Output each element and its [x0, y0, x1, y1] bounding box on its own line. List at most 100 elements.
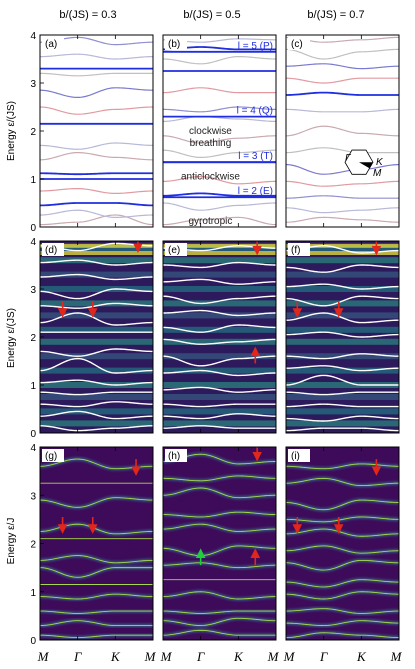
band-line — [286, 463, 399, 470]
band-line — [163, 216, 276, 226]
band-line — [163, 403, 276, 408]
row-axis-labels: Energy ε/(JS) Energy ε/(JS) Energy ε/J — [6, 101, 17, 564]
spectral-band — [286, 338, 399, 345]
band-line — [40, 391, 153, 396]
band-line — [286, 391, 399, 396]
band-line — [163, 562, 276, 569]
spectral-band — [163, 408, 276, 415]
spectral-band — [40, 394, 153, 400]
spectral-band — [40, 271, 153, 278]
band-line — [286, 207, 399, 214]
spectral-band — [286, 326, 399, 333]
panel-background — [40, 35, 153, 227]
panel-label-bg — [165, 449, 187, 462]
band-line — [286, 147, 399, 154]
spectral-band — [286, 394, 399, 400]
band-line — [286, 415, 399, 422]
band-line — [40, 259, 153, 266]
spectral-band — [163, 420, 276, 427]
spectral-band — [40, 257, 153, 264]
band-line — [40, 348, 153, 357]
band-line — [163, 545, 276, 557]
band-line — [40, 610, 153, 614]
spectral-band-bright — [163, 243, 276, 248]
y-tick-label: 2 — [30, 127, 36, 138]
band-line — [40, 187, 153, 195]
y-tick-label: 1 — [30, 381, 36, 392]
mode-label: breathing — [190, 138, 232, 149]
band-line — [286, 477, 399, 487]
y-tick-label: 0 — [30, 223, 36, 234]
spectral-band — [163, 286, 276, 292]
panel-label: (g) — [45, 451, 57, 462]
band-line — [163, 295, 276, 305]
band-line — [163, 591, 276, 600]
band-line — [40, 142, 153, 150]
band-line — [286, 365, 399, 372]
band-line — [163, 610, 276, 614]
band-line — [163, 338, 276, 345]
band-line — [286, 125, 399, 137]
band-line — [40, 172, 153, 176]
panel-label-bg — [42, 243, 64, 256]
band-line — [40, 288, 153, 300]
band-line — [163, 413, 276, 420]
band-line — [40, 620, 153, 626]
y-tick-label: 0 — [30, 636, 36, 647]
band-line — [286, 374, 399, 386]
band-line — [163, 149, 276, 159]
band-line — [286, 216, 399, 223]
panel-label-bg — [288, 37, 310, 50]
bz-path — [359, 162, 373, 169]
band-line — [40, 273, 153, 281]
panel-label: (b) — [168, 39, 180, 50]
band-line — [286, 579, 399, 588]
band-line — [40, 214, 153, 226]
column-title-3: b/(JS) = 0.7 — [307, 9, 364, 21]
band-line — [286, 620, 399, 626]
spectral-band — [163, 338, 276, 345]
bz-label: K — [376, 157, 384, 168]
y-tick-label: 3 — [30, 79, 36, 90]
spectral-band — [286, 245, 399, 252]
y-tick-label: 1 — [30, 588, 36, 599]
band-line — [286, 353, 399, 360]
panel-label-bg — [288, 449, 310, 462]
spectral-band — [163, 394, 276, 400]
band-line — [40, 302, 153, 309]
spectral-band — [286, 420, 399, 427]
band-line — [286, 91, 399, 96]
column-title-2: b/(JS) = 0.5 — [183, 9, 240, 21]
band-line — [286, 63, 399, 70]
y-tick-label: 3 — [30, 285, 36, 296]
flat-band-label: l = 5 (P) — [238, 41, 273, 52]
spectral-band — [40, 420, 153, 427]
panel-e: (e) — [162, 240, 277, 434]
spectral-band-bright — [163, 251, 276, 255]
x-tick-label: K — [233, 649, 244, 664]
bz-label: M — [373, 168, 382, 179]
mode-label: anticlockwise — [181, 172, 240, 183]
mode-label: gyrotropic — [189, 216, 233, 227]
spectral-band — [163, 312, 276, 319]
band-line — [163, 202, 276, 211]
band-line — [163, 386, 276, 393]
y-tick-label: 3 — [30, 491, 36, 502]
band-line — [40, 151, 153, 161]
panel-label: (h) — [168, 451, 180, 462]
panel-label: (e) — [168, 245, 180, 256]
spectral-band — [40, 286, 153, 292]
panel-frame — [285, 34, 400, 228]
band-line — [286, 608, 399, 614]
spectral-band — [286, 382, 399, 388]
column-titles: b/(JS) = 0.3 b/(JS) = 0.5 b/(JS) = 0.7 — [59, 9, 364, 21]
band-line — [40, 72, 153, 77]
panel-b: l = 2 (E) l = 3 (T) l = 4 (Q) l = 5 (P) gyro… — [162, 34, 277, 228]
band-line — [286, 516, 399, 523]
band-line — [40, 497, 153, 508]
x-tick-label: Γ — [73, 649, 82, 664]
band-line — [286, 77, 399, 84]
y-tick-label: 2 — [30, 333, 36, 344]
